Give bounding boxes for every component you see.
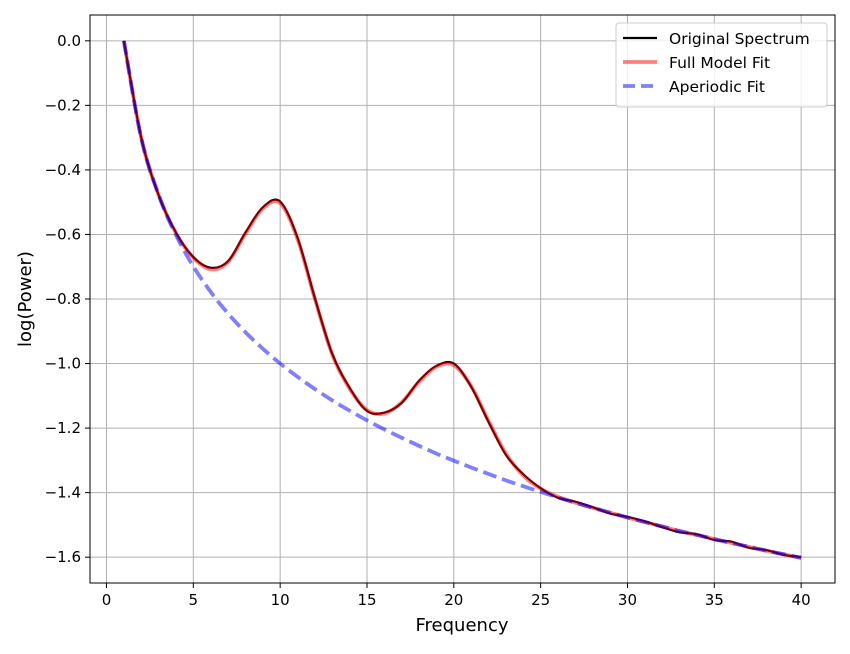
legend: Original Spectrum Full Model Fit Aperiodic… [615,22,828,108]
aperiodic-fit-line [121,40,802,560]
y-axis: 0.0 −0.2 −0.4 −0.6 −0.8 −1.0 −1.2 −1.4 −1.6 [45,32,90,566]
x-tick-label: 10 [271,591,290,609]
x-tick-label: 5 [189,591,199,609]
plot-lines [121,40,802,560]
legend-label: Full Model Fit [669,54,770,72]
x-tick-label: 0 [102,591,112,609]
x-tick-label: 20 [444,591,463,609]
x-tick-label: 40 [792,591,811,609]
x-tick-label: 25 [531,591,550,609]
y-tick-label: −0.8 [45,290,81,308]
legend-box [615,22,828,108]
x-tick-label: 35 [705,591,724,609]
grid [90,15,835,583]
y-tick-label: 0.0 [57,32,81,50]
x-axis: 0 5 10 15 20 25 30 35 40 [102,583,811,609]
legend-label: Aperiodic Fit [669,78,765,96]
y-tick-label: −0.6 [45,225,81,243]
y-tick-label: −1.2 [45,419,81,437]
x-tick-label: 30 [618,591,637,609]
y-tick-label: −0.2 [45,96,81,114]
y-axis-label: log(Power) [15,251,36,347]
x-axis-label: Frequency [416,615,509,636]
legend-label: Original Spectrum [669,30,810,48]
y-tick-label: −1.6 [45,548,81,566]
y-tick-label: −1.0 [45,355,81,373]
x-tick-label: 15 [357,591,376,609]
y-tick-label: −1.4 [45,484,81,502]
y-tick-label: −0.4 [45,161,81,179]
